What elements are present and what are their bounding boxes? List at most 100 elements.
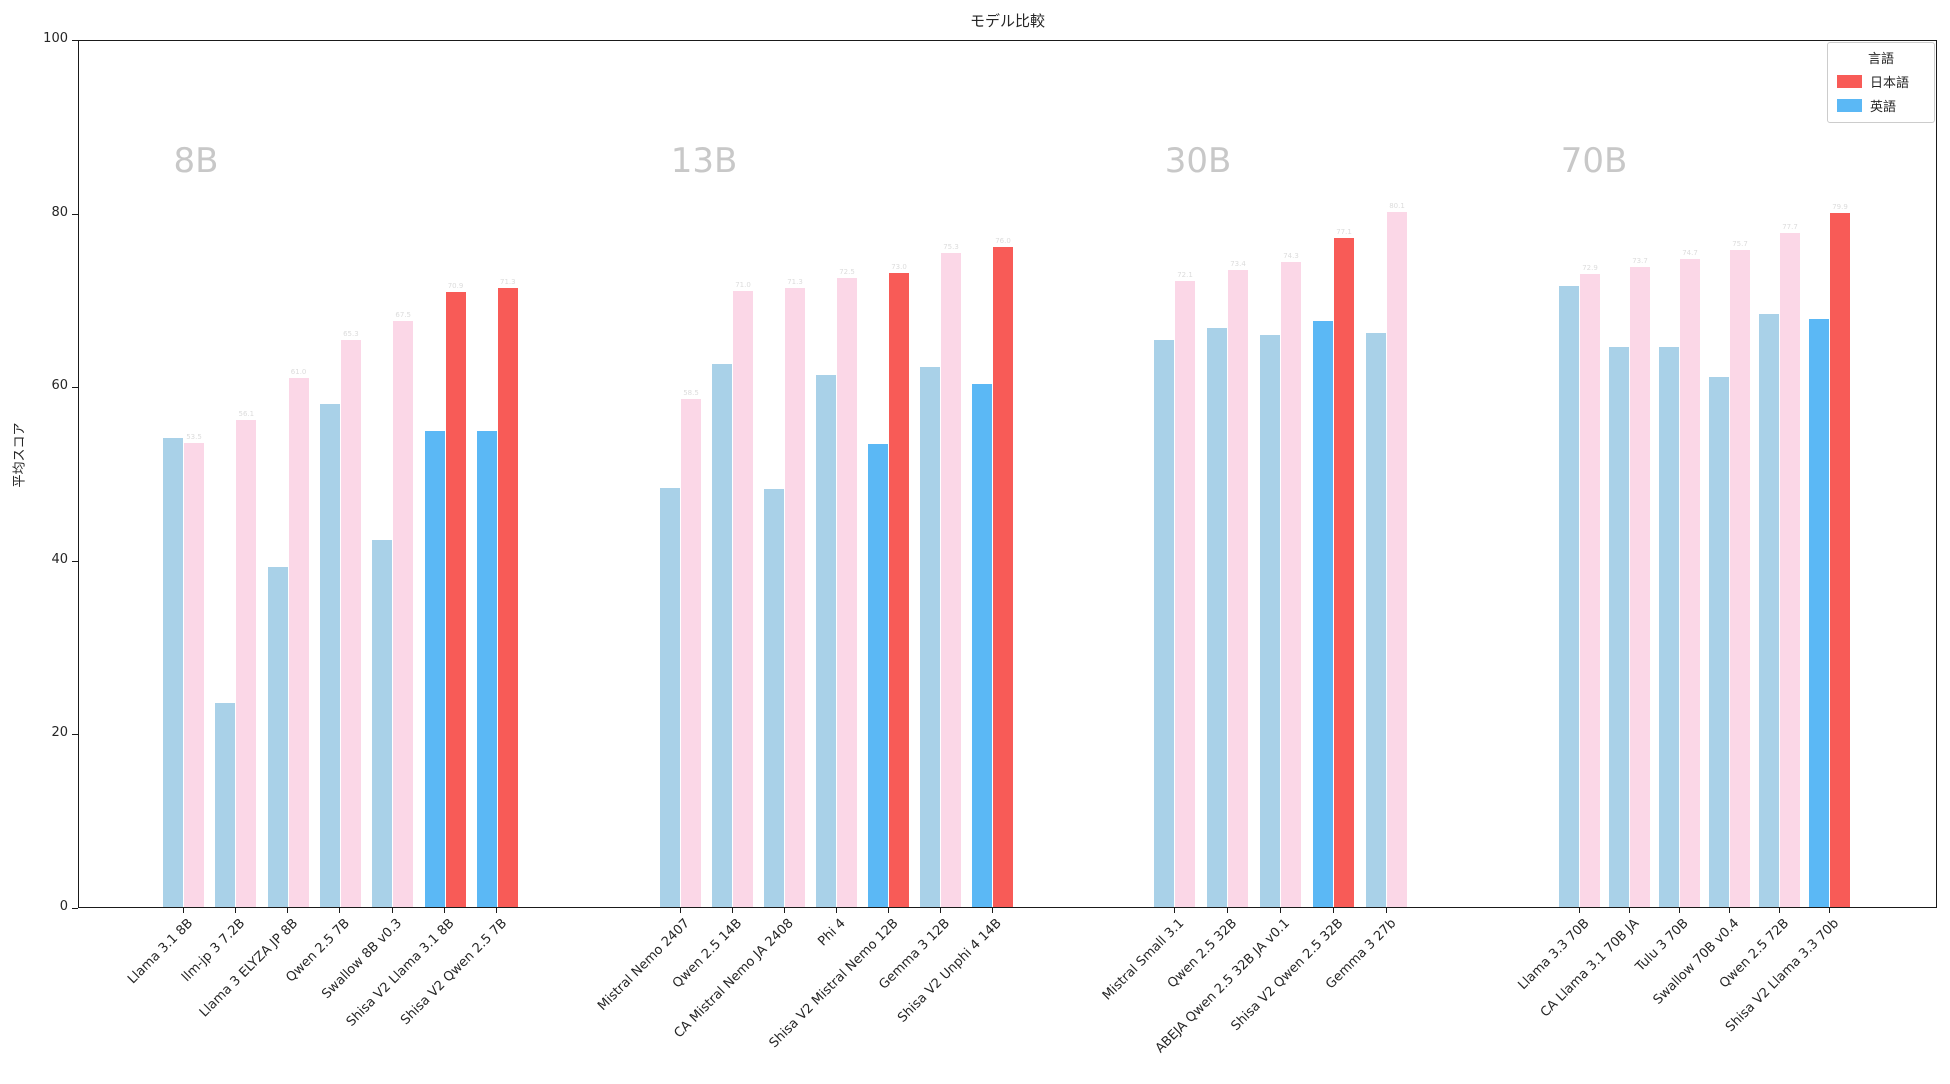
- x-tick-mark: [939, 908, 941, 913]
- bar-english: [1207, 328, 1227, 907]
- y-tick-mark: [72, 734, 78, 736]
- japanese-value-label: 80.1: [1389, 201, 1405, 210]
- y-tick-mark: [72, 40, 78, 41]
- bar-japanese: [1780, 232, 1800, 907]
- x-tick-mark: [1279, 908, 1281, 913]
- bar-english: [660, 487, 680, 907]
- y-tick-label: 60: [51, 378, 68, 394]
- japanese-value-label: 73.0: [891, 263, 907, 272]
- japanese-value-label: 73.7: [1632, 257, 1648, 266]
- bar-english: [1154, 340, 1174, 907]
- x-tick-mark: [1173, 908, 1175, 913]
- x-tick-label: Phi 4: [815, 916, 850, 950]
- x-tick-mark: [234, 908, 236, 913]
- bar-japanese: [236, 420, 257, 907]
- japanese-value-label: 75.7: [1732, 239, 1748, 248]
- japanese-value-label: 61.0: [290, 367, 307, 376]
- y-axis-label: 平均スコア: [12, 422, 28, 488]
- japanese-value-label: 72.1: [1177, 271, 1193, 280]
- bar-japanese: [1630, 267, 1650, 907]
- bar-japanese: [288, 377, 309, 907]
- y-tick-label: 0: [59, 899, 68, 914]
- x-tick-mark: [991, 908, 993, 913]
- group-size-label: 70B: [1560, 141, 1628, 181]
- x-tick-mark: [679, 908, 681, 913]
- bar-english: [424, 431, 445, 907]
- x-tick-mark: [835, 908, 837, 913]
- bar-english: [476, 431, 497, 907]
- japanese-value-label: 53.5: [186, 432, 202, 441]
- japanese-value-label: 72.5: [839, 267, 855, 276]
- bar-english: [1759, 314, 1779, 907]
- group-size-label: 30B: [1164, 141, 1232, 181]
- japanese-value-label: 71.3: [787, 278, 803, 287]
- y-tick-label: 40: [51, 551, 68, 567]
- x-tick-label: Swallow 70B v0.4: [1650, 916, 1743, 1008]
- bar-japanese: [785, 288, 805, 907]
- x-tick-mark: [731, 908, 733, 913]
- bar-english: [972, 384, 992, 907]
- bar-english: [816, 374, 836, 907]
- x-tick-label: Mistral Nemo 2407: [595, 916, 694, 1014]
- x-tick-mark: [1332, 908, 1334, 913]
- bar-english: [267, 566, 288, 907]
- bar-japanese: [889, 273, 909, 907]
- bar-japanese: [184, 442, 204, 907]
- bar-english: [163, 438, 183, 907]
- x-tick-mark: [783, 908, 785, 913]
- bar-english: [1659, 347, 1679, 907]
- bar-english: [372, 539, 393, 907]
- x-tick-mark: [1578, 908, 1580, 913]
- japanese-value-label: 79.9: [1832, 203, 1848, 212]
- bar-english: [1809, 318, 1829, 907]
- bar-japanese: [340, 340, 361, 907]
- japanese-value-label: 72.9: [1582, 264, 1598, 273]
- chart-title: モデル比較: [969, 12, 1045, 30]
- legend-row-english: 英語: [1837, 96, 1925, 115]
- bar-english: [215, 703, 236, 907]
- y-tick-mark: [72, 560, 78, 562]
- bar-japanese: [1334, 237, 1354, 907]
- y-tick-label: 100: [43, 31, 68, 46]
- bar-english: [319, 403, 340, 907]
- bar-english: [764, 488, 784, 907]
- bar-english: [868, 443, 888, 907]
- x-tick-label: Shisa V2 Qwen 2.5 7B: [397, 916, 510, 1029]
- x-tick-mark: [1385, 908, 1387, 913]
- bar-japanese: [1730, 249, 1750, 907]
- bar-english: [1260, 335, 1280, 907]
- japanese-value-label: 74.3: [1283, 252, 1299, 261]
- legend-title: 言語: [1867, 52, 1894, 67]
- legend-row-japanese: 日本語: [1837, 72, 1925, 91]
- group-size-label: 13B: [670, 141, 738, 181]
- japanese-value-label: 71.0: [735, 280, 751, 289]
- japanese-value-label: 74.7: [1682, 248, 1698, 257]
- bar-japanese: [941, 253, 961, 907]
- legend: 言語 日本語 英語: [1827, 42, 1935, 123]
- japanese-value-label: 73.4: [1230, 259, 1246, 268]
- bar-japanese: [393, 321, 414, 907]
- japanese-value-label: 70.9: [447, 281, 464, 290]
- bar-japanese: [993, 247, 1013, 907]
- x-tick-mark: [444, 908, 445, 913]
- bar-japanese: [681, 399, 701, 907]
- bar-japanese: [1175, 281, 1195, 907]
- group-size-label: 8B: [173, 141, 219, 181]
- x-tick-label: Llama 3 ELYZA JP 8B: [196, 916, 301, 1021]
- x-tick-mark: [1778, 908, 1780, 913]
- bar-japanese: [1830, 213, 1850, 907]
- x-tick-mark: [1678, 908, 1680, 913]
- bar-english: [1313, 321, 1333, 907]
- x-tick-mark: [1628, 908, 1630, 913]
- bar-japanese: [837, 277, 857, 907]
- legend-label-english: 英語: [1870, 100, 1897, 115]
- bar-japanese: [1281, 262, 1301, 907]
- x-tick-mark: [1828, 908, 1830, 913]
- bar-english: [1709, 376, 1729, 907]
- bar-japanese: [1387, 211, 1407, 907]
- x-tick-label: Shisa V2 Unphi 4 14B: [895, 916, 1006, 1026]
- bar-english: [1559, 286, 1579, 907]
- japanese-value-label: 75.3: [943, 243, 959, 252]
- japanese-value-label: 77.1: [1336, 227, 1352, 236]
- bar-english: [1366, 333, 1386, 907]
